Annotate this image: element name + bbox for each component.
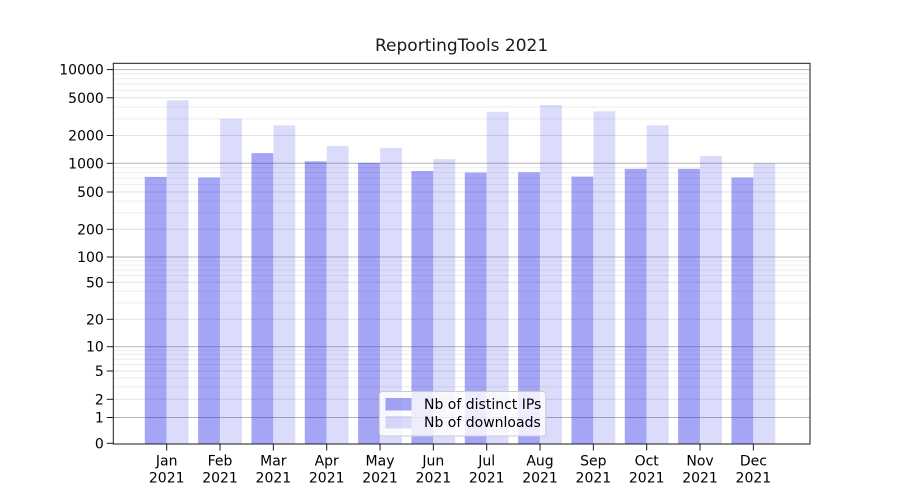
legend: Nb of distinct IPs Nb of downloads [378,391,547,437]
legend-swatch-ips [385,398,412,411]
legend-label-ips: Nb of distinct IPs [424,397,541,413]
bar-downloads-feb [220,118,242,445]
y-axis-label: 1 [95,411,104,427]
bar-ips-oct [624,168,647,444]
x-axis-label: Dec 2021 [736,454,772,487]
x-axis-label: Sep 2021 [576,454,612,487]
bar-ips-dec [731,177,754,444]
bar-downloads-aug [540,104,562,444]
y-axis-label: 100 [77,250,104,266]
legend-label-downloads: Nb of downloads [424,415,541,431]
plot-frame [112,62,811,445]
bar-ips-sep [571,176,594,444]
y-axis-label: 5 [95,364,104,380]
y-axis-label: 2 [95,392,104,408]
bar-ips-apr [304,161,327,444]
bar-downloads-apr [326,145,349,444]
y-axis-label: 50 [86,275,104,291]
y-axis-label: 20 [86,312,104,328]
legend-frame [378,391,547,437]
x-axis-label: May 2021 [362,454,398,487]
bar-downloads-may [380,147,402,444]
bar-downloads-mar [273,125,296,445]
bar-downloads-jun [433,159,456,444]
bar-downloads-jan [166,100,189,444]
bar-ips-jul [464,172,487,444]
y-axis-label: 10 [86,340,104,356]
bar-ips-nov [678,168,700,444]
bar-ips-feb [198,177,220,444]
bar-downloads-jul [486,111,509,444]
bar-downloads-nov [700,155,722,444]
x-axis-label: Feb 2021 [202,454,238,487]
bar-ips-may [358,162,380,444]
bar-ips-mar [251,153,274,444]
x-axis-label: Aug 2021 [522,454,558,487]
bar-ips-aug [518,172,540,444]
x-axis-label: Nov 2021 [682,454,718,487]
x-axis-label: Jul 2021 [469,454,505,487]
bar-ips-jun [411,171,434,444]
x-axis-label: Apr 2021 [309,454,345,487]
y-axis-label: 200 [77,222,104,238]
legend-swatch-downloads [385,416,412,429]
y-axis-label: 5000 [68,91,104,107]
bar-downloads-sep [593,111,616,445]
bar-ips-jan [144,176,167,444]
x-axis-label: Jan 2021 [149,454,185,487]
chart-title: ReportingTools 2021 [375,36,548,56]
y-axis-label: 10000 [59,63,104,79]
bar-downloads-oct [646,125,669,445]
y-axis-label: 500 [77,185,104,201]
bar-layer [144,100,776,445]
bar-downloads-dec [753,163,776,445]
axis-layer: 0 1 2 5 10 20 50 100 200 500 1000 2000 5000 10000 Jan 2… [59,62,811,487]
y-axis-label: 1000 [68,156,104,172]
x-axis-label: Oct 2021 [629,454,665,487]
y-axis-label: 0 [95,436,104,452]
x-axis-label: Mar 2021 [256,454,292,487]
y-axis-label: 2000 [68,129,104,145]
x-axis-label: Jun 2021 [416,454,452,487]
